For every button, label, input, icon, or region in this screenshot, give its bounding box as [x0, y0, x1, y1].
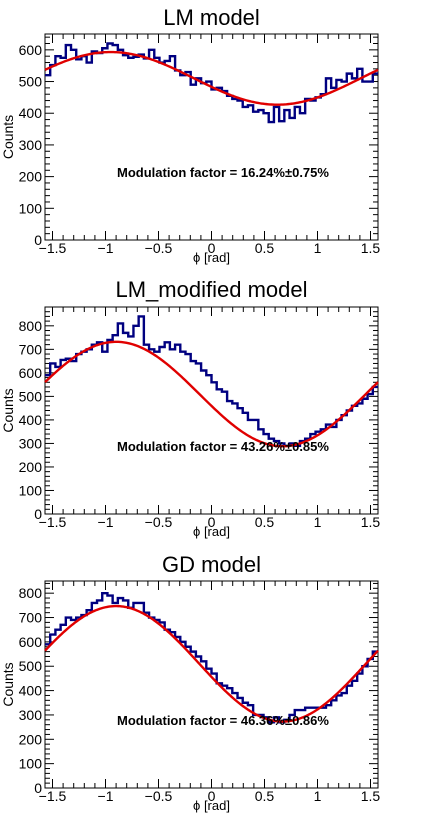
y-tick-label: 100	[19, 482, 43, 498]
y-tick-label: 200	[19, 459, 43, 475]
x-tick-label: 1	[314, 514, 322, 530]
y-tick-label: 0	[34, 780, 42, 796]
histogram-series	[45, 591, 378, 724]
y-tick-label: 300	[19, 707, 43, 723]
x-tick-label: −0.5	[145, 788, 173, 804]
y-tick-label: 700	[19, 341, 43, 357]
y-tick-label: 0	[34, 506, 42, 522]
y-tick-label: 500	[19, 74, 43, 90]
histogram-series	[45, 315, 378, 447]
y-tick-label: 100	[19, 200, 43, 216]
plot-frame	[44, 306, 379, 515]
chart-title: GD model	[162, 552, 261, 577]
x-tick-label: 0	[208, 514, 216, 530]
x-tick-label: 0.5	[255, 788, 275, 804]
y-tick-label: 100	[19, 756, 43, 772]
chart-panel-2: LM_modified model 0 100 200 300 400 500 600 700 8…	[0, 277, 380, 539]
x-axis-label: ϕ [rad]	[193, 798, 230, 813]
x-tick-label: −1	[98, 788, 114, 804]
fit-curve	[44, 50, 379, 106]
x-axis-label: ϕ [rad]	[193, 524, 230, 539]
x-tick-label: 1.5	[361, 788, 381, 804]
y-tick-label: 800	[19, 318, 43, 334]
y-tick-label: 600	[19, 42, 43, 58]
x-tick-label: −1.5	[39, 240, 67, 256]
x-tick-label: −0.5	[145, 240, 173, 256]
y-tick-label: 700	[19, 610, 43, 626]
x-tick-label: 0.5	[255, 240, 275, 256]
y-tick-label: 600	[19, 634, 43, 650]
x-tick-label: 1	[314, 240, 322, 256]
y-tick-label: 500	[19, 658, 43, 674]
modulation-factor-annotation: Modulation factor = 43.26%±0.85%	[117, 439, 329, 454]
plot-frame	[44, 580, 379, 789]
y-axis-label: Counts	[0, 662, 16, 706]
chart-panel-1: LM model 0 100 200 300 400 500 600 −1.5 −1 −0.5 0 0.…	[0, 5, 380, 265]
chart-title: LM model	[163, 5, 260, 30]
y-tick-label: 300	[19, 435, 43, 451]
x-tick-label: −0.5	[145, 514, 173, 530]
x-axis-label: ϕ [rad]	[193, 250, 230, 265]
y-tick-label: 800	[19, 585, 43, 601]
y-tick-label: 400	[19, 412, 43, 428]
plot-frame	[44, 33, 379, 241]
y-tick-label: 0	[34, 232, 42, 248]
modulation-factor-annotation: Modulation factor = 16.24%±0.75%	[117, 165, 329, 180]
fit-curve	[44, 340, 379, 448]
x-tick-label: −1.5	[39, 514, 67, 530]
fit-curve	[44, 604, 379, 723]
y-tick-label: 400	[19, 105, 43, 121]
y-axis-label: Counts	[0, 388, 16, 432]
x-tick-label: 1.5	[361, 240, 381, 256]
x-tick-label: 1	[314, 788, 322, 804]
x-tick-label: 1.5	[361, 514, 381, 530]
x-tick-label: 0	[208, 240, 216, 256]
y-tick-label: 200	[19, 731, 43, 747]
histogram-series	[45, 42, 378, 124]
chart-title: LM_modified model	[116, 277, 308, 302]
y-tick-label: 600	[19, 365, 43, 381]
x-tick-label: −1	[98, 514, 114, 530]
y-tick-label: 200	[19, 169, 43, 185]
x-tick-label: −1.5	[39, 788, 67, 804]
y-axis-label: Counts	[0, 115, 16, 159]
chart-panel-3: GD model 0 100 200 300 400 500 600 700 800 −1.5 −1 −…	[0, 552, 380, 813]
modulation-factor-annotation: Modulation factor = 46.36%±0.86%	[117, 713, 329, 728]
x-tick-label: 0.5	[255, 514, 275, 530]
y-tick-label: 500	[19, 388, 43, 404]
x-tick-label: 0	[208, 788, 216, 804]
y-tick-label: 400	[19, 683, 43, 699]
y-tick-label: 300	[19, 137, 43, 153]
x-tick-label: −1	[98, 240, 114, 256]
